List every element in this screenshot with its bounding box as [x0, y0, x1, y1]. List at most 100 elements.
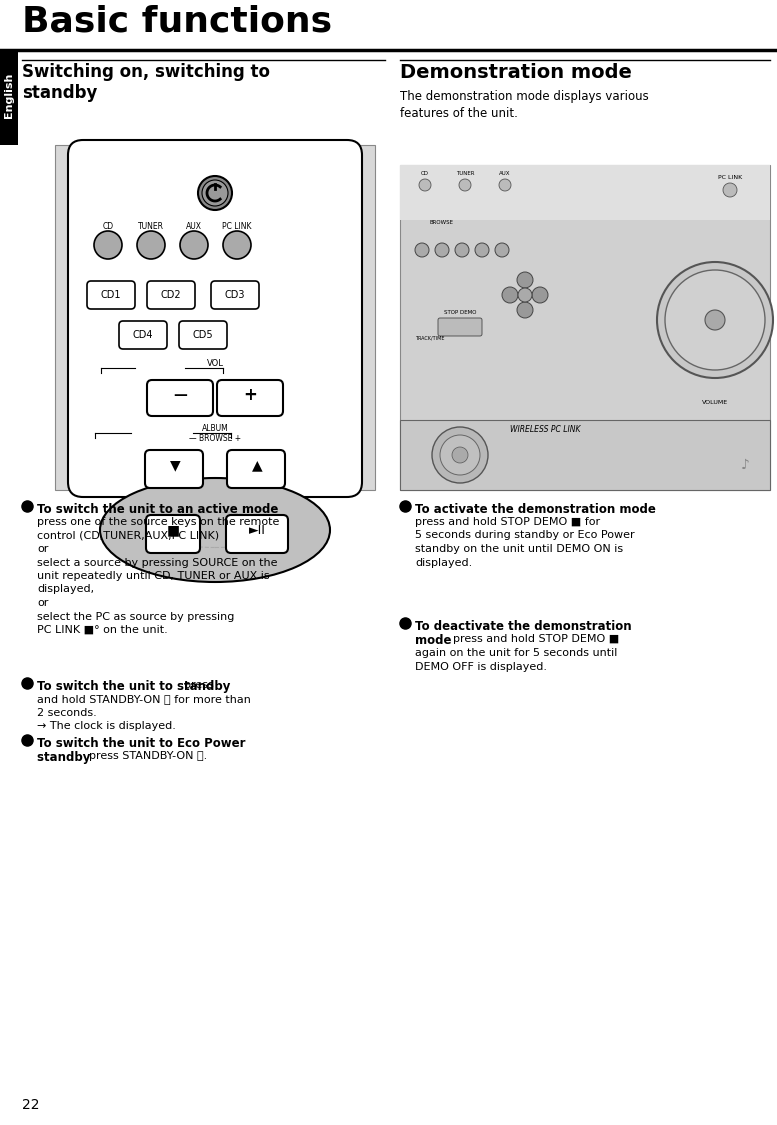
Circle shape — [499, 179, 511, 191]
Circle shape — [665, 270, 765, 370]
Circle shape — [223, 231, 251, 259]
FancyBboxPatch shape — [179, 321, 227, 349]
Circle shape — [137, 231, 165, 259]
Circle shape — [435, 243, 449, 256]
Text: press and hold STOP DEMO ■ for: press and hold STOP DEMO ■ for — [415, 518, 600, 526]
Circle shape — [657, 262, 773, 378]
FancyBboxPatch shape — [438, 318, 482, 336]
Text: displayed,: displayed, — [37, 585, 94, 594]
Circle shape — [475, 243, 489, 256]
FancyBboxPatch shape — [226, 515, 288, 554]
Text: standby on the unit until DEMO ON is: standby on the unit until DEMO ON is — [415, 544, 623, 554]
Text: press and hold STOP DEMO ■: press and hold STOP DEMO ■ — [453, 634, 619, 643]
Text: CD4: CD4 — [133, 330, 153, 340]
Text: unit repeatedly until CD, TUNER or AUX is: unit repeatedly until CD, TUNER or AUX i… — [37, 572, 270, 580]
Circle shape — [94, 231, 122, 259]
Text: ■: ■ — [166, 523, 179, 537]
Text: press: press — [184, 680, 214, 690]
Bar — [400, 420, 770, 490]
Text: control (CD,TUNER,AUX,PC LINK): control (CD,TUNER,AUX,PC LINK) — [37, 531, 219, 540]
Text: ALBUM: ALBUM — [201, 424, 228, 433]
FancyBboxPatch shape — [147, 281, 195, 309]
Text: select the PC as source by pressing: select the PC as source by pressing — [37, 612, 235, 621]
Text: CD2: CD2 — [161, 290, 181, 300]
Text: To switch the unit to an active mode: To switch the unit to an active mode — [37, 503, 278, 516]
Text: ▼: ▼ — [169, 458, 180, 472]
Text: To activate the demonstration mode: To activate the demonstration mode — [415, 503, 656, 516]
Circle shape — [202, 180, 228, 206]
Text: STOP DEMO: STOP DEMO — [444, 310, 476, 315]
Text: 2 seconds.: 2 seconds. — [37, 708, 97, 718]
FancyBboxPatch shape — [55, 145, 375, 490]
Text: CD: CD — [421, 171, 429, 176]
Text: VOL: VOL — [207, 359, 224, 368]
Text: or: or — [37, 544, 48, 554]
Circle shape — [459, 179, 471, 191]
Text: displayed.: displayed. — [415, 558, 472, 567]
Text: VOLUME: VOLUME — [702, 400, 728, 405]
Text: CD3: CD3 — [225, 290, 246, 300]
FancyBboxPatch shape — [227, 450, 285, 488]
Text: WIRELESS PC LINK: WIRELESS PC LINK — [510, 425, 580, 434]
Text: 5 seconds during standby or Eco Power: 5 seconds during standby or Eco Power — [415, 531, 635, 540]
Circle shape — [705, 310, 725, 330]
Circle shape — [518, 288, 532, 302]
FancyBboxPatch shape — [147, 380, 213, 416]
Text: TUNER: TUNER — [138, 222, 164, 231]
Text: press STANDBY-ON ⏻.: press STANDBY-ON ⏻. — [89, 752, 207, 760]
Text: +: + — [243, 386, 257, 404]
Text: TRACK/TIME: TRACK/TIME — [415, 335, 444, 340]
Circle shape — [517, 302, 533, 318]
Circle shape — [198, 176, 232, 210]
Text: CD: CD — [103, 222, 113, 231]
Text: press one of the source keys on the remote: press one of the source keys on the remo… — [37, 518, 280, 526]
Ellipse shape — [100, 478, 330, 582]
Text: CD1: CD1 — [101, 290, 121, 300]
Text: —: — — [173, 388, 187, 402]
Text: To deactivate the demonstration: To deactivate the demonstration — [415, 620, 632, 633]
Text: The demonstration mode displays various
features of the unit.: The demonstration mode displays various … — [400, 90, 649, 120]
Text: standby: standby — [37, 752, 95, 764]
FancyBboxPatch shape — [68, 140, 362, 497]
Text: select a source by pressing SOURCE on the: select a source by pressing SOURCE on th… — [37, 558, 277, 567]
Text: again on the unit for 5 seconds until: again on the unit for 5 seconds until — [415, 648, 618, 658]
Bar — [0, 50, 18, 145]
Bar — [400, 165, 770, 491]
Text: BROWSE: BROWSE — [430, 220, 454, 225]
Text: — BROWSE +: — BROWSE + — [189, 434, 241, 443]
Text: ♪: ♪ — [740, 458, 750, 472]
Circle shape — [440, 435, 480, 475]
Text: ▲: ▲ — [252, 458, 263, 472]
Text: TUNER: TUNER — [456, 171, 474, 176]
FancyBboxPatch shape — [146, 515, 200, 554]
Text: To switch the unit to standby: To switch the unit to standby — [37, 680, 235, 693]
Text: PC LINK ■° on the unit.: PC LINK ■° on the unit. — [37, 626, 168, 634]
Circle shape — [723, 183, 737, 197]
Circle shape — [532, 287, 548, 303]
Circle shape — [415, 243, 429, 256]
Circle shape — [502, 287, 518, 303]
FancyBboxPatch shape — [217, 380, 283, 416]
Text: PC LINK: PC LINK — [222, 222, 252, 231]
Circle shape — [432, 428, 488, 483]
Circle shape — [452, 447, 468, 463]
Text: → The clock is displayed.: → The clock is displayed. — [37, 721, 176, 731]
Text: DEMO OFF is displayed.: DEMO OFF is displayed. — [415, 662, 547, 672]
FancyBboxPatch shape — [145, 450, 203, 488]
Text: or: or — [37, 598, 48, 608]
Bar — [400, 165, 770, 220]
Circle shape — [517, 272, 533, 288]
Circle shape — [455, 243, 469, 256]
Text: AUX: AUX — [500, 171, 510, 176]
Text: To switch the unit to Eco Power: To switch the unit to Eco Power — [37, 737, 246, 750]
Text: 22: 22 — [22, 1098, 40, 1112]
Circle shape — [419, 179, 431, 191]
Circle shape — [180, 231, 208, 259]
Text: English: English — [4, 72, 14, 118]
Text: CD5: CD5 — [193, 330, 214, 340]
Text: and hold STANDBY-ON ⏻ for more than: and hold STANDBY-ON ⏻ for more than — [37, 694, 251, 704]
Text: Demonstration mode: Demonstration mode — [400, 63, 632, 82]
Bar — [400, 425, 690, 440]
Text: Basic functions: Basic functions — [22, 4, 332, 39]
Text: ►II: ►II — [249, 523, 266, 537]
